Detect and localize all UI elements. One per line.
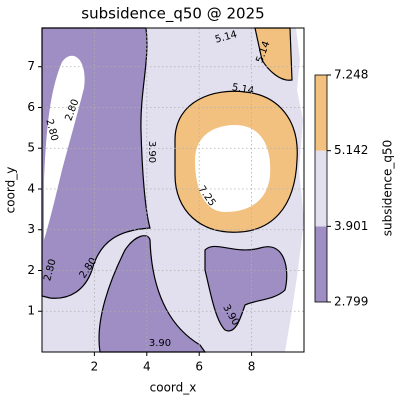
colorbar-frame [314, 74, 328, 303]
colorbar-band [315, 75, 327, 151]
y-axis-label: coord_y [4, 167, 18, 214]
contour-label: 5.14 [231, 82, 255, 97]
y-tick-label: 1 [27, 304, 35, 318]
colorbar-tick-label: 5.142 [334, 143, 368, 157]
y-tick-label: 7 [27, 59, 35, 73]
x-axis-label: coord_x [150, 381, 197, 395]
y-tick-label: 2 [27, 263, 35, 277]
data-gap [44, 55, 85, 241]
y-tick-label: 6 [27, 100, 35, 114]
colorbar-label: subsidence_q50 [381, 140, 395, 237]
contour-label: 3.90 [146, 141, 157, 163]
chart-title: subsidence_q50 @ 2025 [81, 5, 264, 24]
colorbar-band [315, 150, 327, 227]
y-tick-label: 5 [27, 141, 35, 155]
y-tick-label: 3 [27, 222, 35, 236]
x-tick-label: 2 [91, 360, 99, 374]
colorbar-tick-label: 2.799 [334, 295, 368, 309]
colorbar-tick-label: 3.901 [334, 219, 368, 233]
x-tick-label: 4 [143, 360, 151, 374]
y-tick-label: 4 [27, 181, 35, 195]
plot-frame [41, 27, 305, 353]
data-gap [195, 125, 271, 212]
x-tick-label: 8 [248, 360, 256, 374]
colorbar-band [315, 226, 327, 302]
contour-label: 3.90 [149, 338, 171, 349]
contour-region [204, 245, 288, 332]
contour-region [98, 235, 207, 353]
x-tick-label: 6 [195, 360, 203, 374]
colorbar-tick-label: 7.248 [334, 68, 368, 82]
